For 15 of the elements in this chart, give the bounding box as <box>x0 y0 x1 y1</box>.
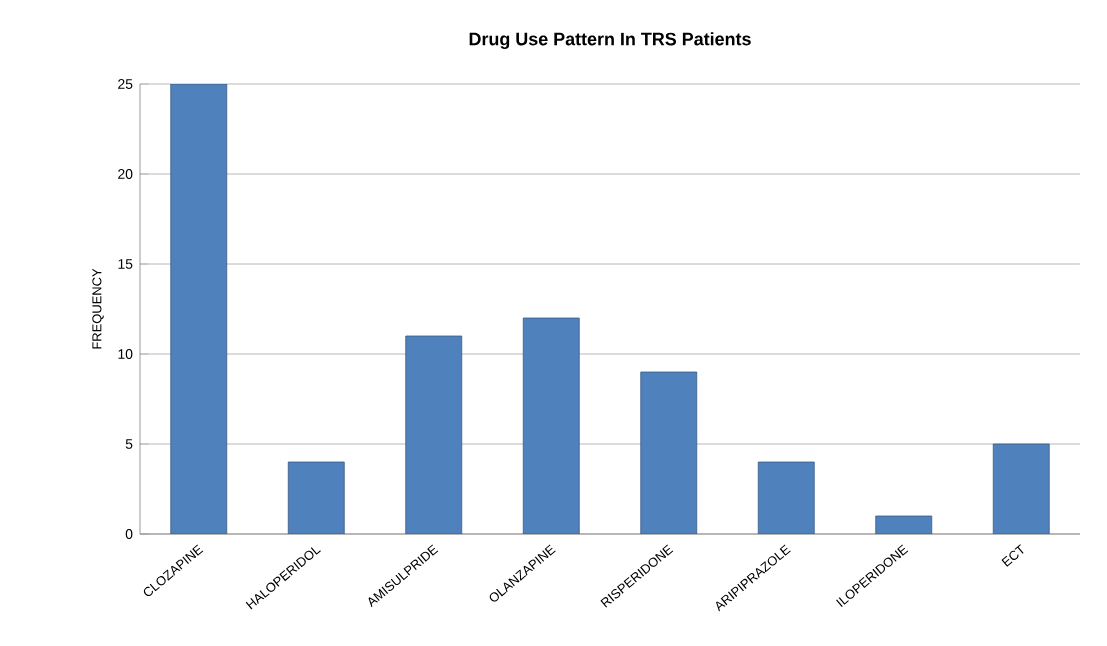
y-tick-label: 25 <box>118 79 133 89</box>
bar <box>170 84 228 534</box>
bar <box>992 443 1050 534</box>
y-axis-title: FREQUENCY <box>92 268 104 349</box>
bar <box>287 461 345 534</box>
y-tick-label: 5 <box>125 439 133 449</box>
bar <box>640 371 698 534</box>
y-tick-label: 0 <box>125 529 133 539</box>
y-tick-label: 20 <box>118 169 133 179</box>
y-tick-label: 15 <box>118 259 133 269</box>
y-tick-label: 10 <box>118 349 133 359</box>
bar <box>405 335 463 534</box>
bar <box>522 317 580 534</box>
chart-title: Drug Use Pattern In TRS Patients <box>469 32 751 50</box>
bar <box>757 461 815 534</box>
